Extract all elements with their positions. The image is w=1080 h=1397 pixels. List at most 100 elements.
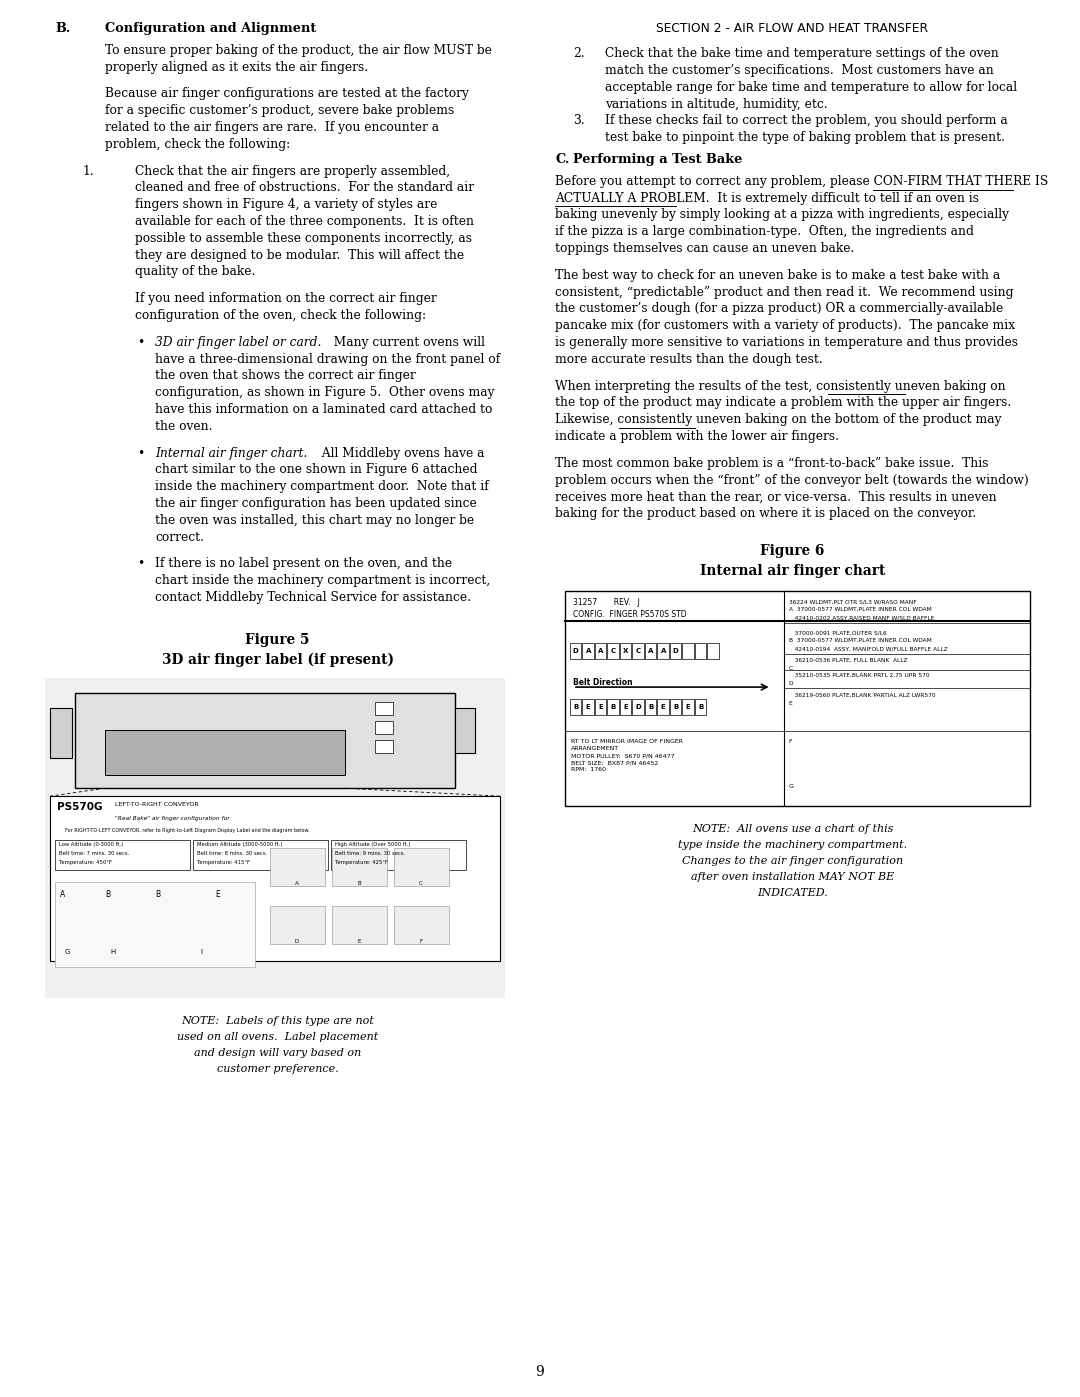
Text: E: E: [598, 704, 603, 710]
Bar: [620, 698, 632, 715]
Text: A  37000-0577 WLDMT,PLATE INNER COL WDAM: A 37000-0577 WLDMT,PLATE INNER COL WDAM: [788, 608, 931, 612]
Text: the oven.: the oven.: [156, 420, 213, 433]
Text: D: D: [673, 648, 678, 654]
Text: type inside the machinery compartment.: type inside the machinery compartment.: [678, 840, 907, 849]
Text: Internal air finger chart.: Internal air finger chart.: [156, 447, 307, 460]
Text: B: B: [105, 890, 110, 900]
Text: inside the machinery compartment door.  Note that if: inside the machinery compartment door. N…: [156, 481, 489, 493]
Bar: [270, 907, 325, 944]
Bar: [670, 643, 681, 659]
Text: acceptable range for bake time and temperature to allow for local: acceptable range for bake time and tempe…: [605, 81, 1017, 94]
Text: have a three-dimensional drawing on the front panel of: have a three-dimensional drawing on the …: [156, 352, 500, 366]
Text: To ensure proper baking of the product, the air flow MUST be: To ensure proper baking of the product, …: [105, 43, 491, 57]
Text: used on all ovens.  Label placement: used on all ovens. Label placement: [177, 1032, 378, 1042]
Text: test bake to pinpoint the type of baking problem that is present.: test bake to pinpoint the type of baking…: [605, 131, 1005, 144]
Text: High Altitude (Over 5000 ft.): High Altitude (Over 5000 ft.): [335, 842, 410, 847]
Text: match the customer’s specifications.  Most customers have an: match the customer’s specifications. Mos…: [605, 64, 994, 77]
Text: if the pizza is a large combination-type.  Often, the ingredients and: if the pizza is a large combination-type…: [555, 225, 974, 239]
Text: possible to assemble these components incorrectly, as: possible to assemble these components in…: [135, 232, 472, 244]
Bar: [50, 708, 72, 759]
Bar: [565, 591, 1030, 806]
Bar: [193, 840, 328, 870]
Text: E: E: [215, 890, 219, 900]
Text: CONFIG.  FINGER PS570S STD: CONFIG. FINGER PS570S STD: [573, 610, 687, 619]
Bar: [645, 698, 657, 715]
Text: they are designed to be modular.  This will affect the: they are designed to be modular. This wi…: [135, 249, 464, 261]
Text: configuration, as shown in Figure 5.  Other ovens may: configuration, as shown in Figure 5. Oth…: [156, 386, 495, 400]
Bar: [332, 848, 387, 886]
Text: variations in altitude, humidity, etc.: variations in altitude, humidity, etc.: [605, 98, 827, 110]
Text: NOTE:  Labels of this type are not: NOTE: Labels of this type are not: [181, 1016, 374, 1027]
Text: •: •: [137, 447, 145, 460]
Text: 3.: 3.: [573, 115, 584, 127]
Text: baking unevenly by simply looking at a pizza with ingredients, especially: baking unevenly by simply looking at a p…: [555, 208, 1009, 222]
Text: Configuration and Alignment: Configuration and Alignment: [105, 22, 316, 35]
Text: 36210-0536 PLATE, FULL BLANK  ALLZ: 36210-0536 PLATE, FULL BLANK ALLZ: [788, 658, 907, 664]
Bar: [75, 693, 455, 788]
Bar: [570, 643, 581, 659]
Text: 3D air finger label (if present): 3D air finger label (if present): [162, 652, 393, 668]
Bar: [645, 643, 657, 659]
Text: F: F: [419, 939, 422, 944]
Text: If there is no label present on the oven, and the: If there is no label present on the oven…: [156, 557, 453, 570]
Bar: [570, 698, 581, 715]
Text: 35210-0535 PLATE,BLANK PRTL 2.75 UPR 570: 35210-0535 PLATE,BLANK PRTL 2.75 UPR 570: [788, 673, 929, 678]
Bar: [582, 643, 594, 659]
Text: customer preference.: customer preference.: [217, 1065, 338, 1074]
Text: G: G: [788, 784, 794, 789]
Text: and design will vary based on: and design will vary based on: [194, 1048, 361, 1058]
Text: The best way to check for an uneven bake is to make a test bake with a: The best way to check for an uneven bake…: [555, 268, 1000, 282]
Text: PS570G: PS570G: [57, 802, 103, 812]
Text: the oven that shows the correct air finger: the oven that shows the correct air fing…: [156, 369, 416, 383]
Text: pancake mix (for customers with a variety of products).  The pancake mix: pancake mix (for customers with a variet…: [555, 320, 1015, 332]
Text: 9: 9: [536, 1365, 544, 1379]
Text: "Real Bake" air finger configuration for: "Real Bake" air finger configuration for: [114, 816, 230, 821]
Text: 2.: 2.: [573, 47, 584, 60]
Text: All Middleby ovens have a: All Middleby ovens have a: [314, 447, 485, 460]
Text: The most common bake problem is a “front-to-back” bake issue.  This: The most common bake problem is a “front…: [555, 457, 988, 469]
Text: D: D: [295, 939, 299, 944]
Text: Belt time: 8 mins. 30 secs.: Belt time: 8 mins. 30 secs.: [197, 851, 267, 856]
Text: B: B: [673, 704, 678, 710]
Text: B: B: [698, 704, 703, 710]
Text: Likewise, consistently uneven baking on the bottom of the product may: Likewise, consistently uneven baking on …: [555, 414, 1001, 426]
Text: A: A: [295, 882, 299, 886]
Text: 37000-0091 PLATE,OUTER S/L6: 37000-0091 PLATE,OUTER S/L6: [788, 630, 887, 636]
Text: I: I: [200, 949, 202, 956]
Text: Belt time: 7 mins. 30 secs.: Belt time: 7 mins. 30 secs.: [59, 851, 130, 856]
Text: B.: B.: [55, 22, 70, 35]
Text: the oven was installed, this chart may no longer be: the oven was installed, this chart may n…: [156, 514, 474, 527]
Text: 3D air finger label or card.: 3D air finger label or card.: [156, 335, 322, 349]
Text: C: C: [419, 882, 423, 886]
Text: A: A: [661, 648, 666, 654]
Text: Internal air finger chart: Internal air finger chart: [700, 564, 886, 578]
Text: D: D: [572, 648, 579, 654]
Bar: [633, 643, 644, 659]
Text: B: B: [610, 704, 616, 710]
Text: Changes to the air finger configuration: Changes to the air finger configuration: [681, 856, 903, 866]
Bar: [696, 643, 706, 659]
Bar: [658, 698, 669, 715]
Bar: [620, 643, 632, 659]
Text: E: E: [788, 701, 793, 705]
Bar: [683, 698, 694, 715]
Text: E: E: [623, 704, 629, 710]
Text: NOTE:  All ovens use a chart of this: NOTE: All ovens use a chart of this: [692, 824, 893, 834]
Text: B: B: [156, 890, 160, 900]
Bar: [658, 643, 669, 659]
Bar: [270, 848, 325, 886]
Text: chart inside the machinery compartment is incorrect,: chart inside the machinery compartment i…: [156, 574, 490, 587]
Text: Temperature: 415°F: Temperature: 415°F: [197, 861, 249, 865]
Text: C: C: [636, 648, 640, 654]
Text: Figure 6: Figure 6: [760, 543, 825, 557]
Text: E: E: [585, 704, 591, 710]
Bar: [455, 708, 475, 753]
Text: 36224 WLDMT,PLT OTR S/L3 W/RASO MANF: 36224 WLDMT,PLT OTR S/L3 W/RASO MANF: [788, 599, 916, 604]
Text: 42410-0202 ASSY,RAISED MANF W/SLD BAFFLE: 42410-0202 ASSY,RAISED MANF W/SLD BAFFLE: [788, 615, 934, 620]
Text: A: A: [598, 648, 604, 654]
Bar: [375, 740, 393, 753]
Bar: [394, 848, 449, 886]
Text: C: C: [610, 648, 616, 654]
Text: A: A: [648, 648, 653, 654]
Text: fingers shown in Figure 4, a variety of styles are: fingers shown in Figure 4, a variety of …: [135, 198, 437, 211]
